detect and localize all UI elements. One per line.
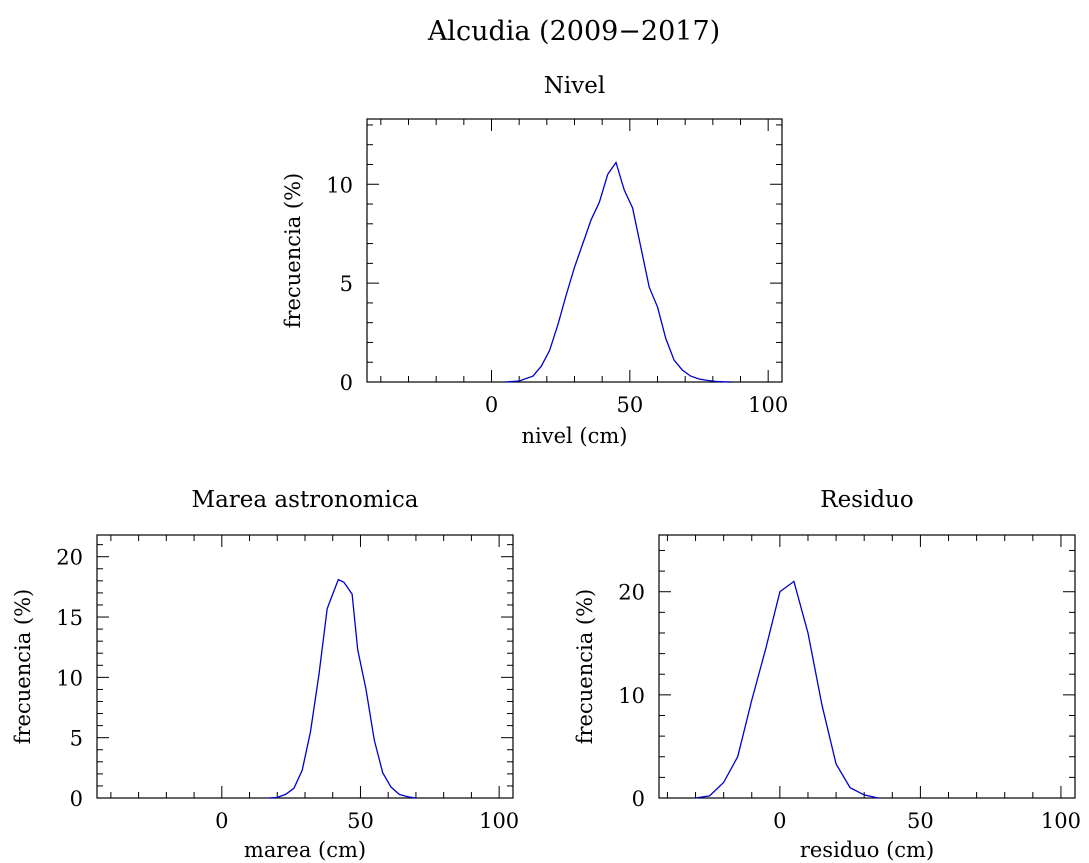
y-tick-label: 0 bbox=[340, 371, 353, 395]
x-axis-label: residuo (cm) bbox=[800, 838, 934, 862]
x-tick-label: 50 bbox=[347, 809, 374, 833]
chart-title: Nivel bbox=[544, 73, 605, 99]
figure-title: Alcudia (2009−2017) bbox=[427, 16, 720, 47]
series-line bbox=[505, 161, 733, 383]
x-tick-label: 100 bbox=[748, 393, 788, 417]
y-tick-label: 5 bbox=[340, 272, 353, 296]
y-axis-label: frecuencia (%) bbox=[11, 589, 35, 745]
series-line bbox=[695, 580, 879, 799]
y-tick-label: 0 bbox=[632, 787, 645, 811]
chart-nivel: 0 50 100 0 5 10 Nivel nivel (cm) frecuencia (%) bbox=[281, 73, 788, 448]
x-tick-label: 0 bbox=[215, 809, 228, 833]
x-tick-label: 50 bbox=[907, 809, 934, 833]
x-axis-label: marea (cm) bbox=[244, 838, 366, 862]
y-axis-label: frecuencia (%) bbox=[573, 589, 597, 745]
y-tick-label: 10 bbox=[618, 684, 645, 708]
y-tick-label: 0 bbox=[70, 787, 83, 811]
y-tick-label: 15 bbox=[56, 606, 83, 630]
x-tick-label: 50 bbox=[616, 393, 643, 417]
x-tick-label: 0 bbox=[773, 809, 786, 833]
y-tick-label: 5 bbox=[70, 727, 83, 751]
plot-frame bbox=[658, 534, 1076, 799]
x-tick-label: 100 bbox=[479, 809, 519, 833]
chart-title: Marea astronomica bbox=[192, 487, 419, 513]
y-axis-label: frecuencia (%) bbox=[281, 173, 305, 329]
y-tick-label: 20 bbox=[618, 581, 645, 605]
y-tick-label: 10 bbox=[56, 666, 83, 690]
chart-residuo: 0 50 100 0 10 20 Residuo residuo (cm) frecuencia… bbox=[573, 487, 1081, 862]
x-axis-label: nivel (cm) bbox=[522, 424, 628, 448]
chart-title: Residuo bbox=[820, 487, 913, 513]
y-tick-label: 20 bbox=[56, 546, 83, 570]
x-tick-label: 100 bbox=[1041, 809, 1081, 833]
chart-marea-astronomica: 0 50 100 0 5 10 15 20 Marea astronomica marea (cm… bbox=[11, 487, 519, 862]
plot-frame bbox=[366, 118, 783, 383]
series-line bbox=[268, 578, 416, 799]
x-tick-label: 0 bbox=[485, 393, 498, 417]
y-tick-label: 10 bbox=[326, 173, 353, 197]
